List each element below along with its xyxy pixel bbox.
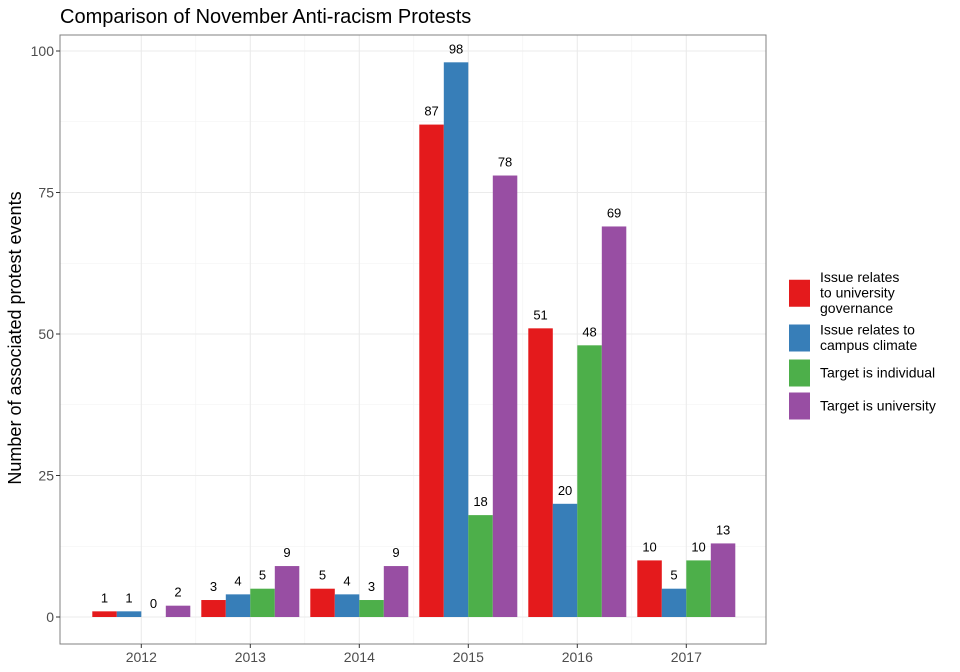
bar <box>274 566 300 617</box>
bar <box>577 345 602 617</box>
bar <box>359 600 384 617</box>
x-tick-label: 2014 <box>344 649 375 665</box>
bar <box>201 600 226 617</box>
data-label: 4 <box>343 573 350 588</box>
chart-title: Comparison of November Anti-racism Prote… <box>60 6 471 28</box>
legend-key <box>789 324 810 352</box>
bar <box>552 503 578 617</box>
legend-label: Issue relates <box>820 269 899 285</box>
bar <box>661 588 687 617</box>
y-tick-label: 25 <box>38 468 54 484</box>
bar <box>334 594 360 617</box>
data-label: 9 <box>392 545 399 560</box>
data-label: 51 <box>533 307 547 322</box>
data-label: 0 <box>150 596 157 611</box>
data-label: 5 <box>670 568 677 583</box>
legend-label: Issue relates to <box>820 322 915 338</box>
bar <box>225 594 251 617</box>
bar <box>637 560 662 617</box>
data-label: 20 <box>558 483 572 498</box>
data-label: 5 <box>319 568 326 583</box>
y-tick-label: 100 <box>31 43 55 59</box>
y-tick-label: 75 <box>38 185 54 201</box>
x-tick-label: 2016 <box>562 649 593 665</box>
bar <box>686 560 711 617</box>
bar <box>468 515 493 617</box>
x-tick-label: 2013 <box>235 649 266 665</box>
data-label: 78 <box>498 155 512 170</box>
bar <box>601 226 627 617</box>
bar <box>710 543 736 617</box>
data-label: 10 <box>691 539 705 554</box>
bar <box>250 588 275 617</box>
data-label: 69 <box>607 205 621 220</box>
y-axis-label: Number of associated protest events <box>5 191 25 484</box>
plot-border <box>59 34 767 645</box>
bar <box>383 566 409 617</box>
data-label: 10 <box>642 539 656 554</box>
data-label: 3 <box>210 579 217 594</box>
legend-label: Target is individual <box>820 364 935 380</box>
x-tick-label: 2015 <box>453 649 484 665</box>
legend-key <box>789 279 810 307</box>
data-label: 2 <box>174 585 181 600</box>
data-label: 4 <box>234 573 241 588</box>
data-label: 13 <box>716 522 730 537</box>
data-label: 1 <box>125 590 132 605</box>
x-tick-label: 2017 <box>671 649 702 665</box>
x-tick-label: 2012 <box>126 649 157 665</box>
bar <box>443 62 469 617</box>
data-label: 5 <box>259 568 266 583</box>
legend-label: campus climate <box>820 337 917 353</box>
data-label: 48 <box>582 324 596 339</box>
data-label: 87 <box>424 104 438 119</box>
y-tick-label: 50 <box>38 326 54 342</box>
bar <box>528 328 553 617</box>
plot-background <box>60 35 766 644</box>
legend-key <box>789 392 810 420</box>
bar <box>492 175 518 617</box>
y-tick-label: 0 <box>46 609 54 625</box>
legend-label: Target is university <box>820 397 936 413</box>
data-label: 98 <box>449 41 463 56</box>
data-label: 3 <box>368 579 375 594</box>
bar <box>310 588 335 617</box>
data-label: 9 <box>283 545 290 560</box>
legend-label: governance <box>820 300 893 316</box>
legend-key <box>789 359 810 387</box>
legend-label: to university <box>820 285 895 301</box>
bar <box>419 124 444 617</box>
data-label: 1 <box>101 590 108 605</box>
plot-area: 1 1 02 3 4 595 4 398798187851204869105101302550… <box>31 34 767 665</box>
bar <box>116 611 142 617</box>
bar <box>165 605 191 617</box>
data-label: 18 <box>473 494 487 509</box>
bar <box>92 611 117 617</box>
